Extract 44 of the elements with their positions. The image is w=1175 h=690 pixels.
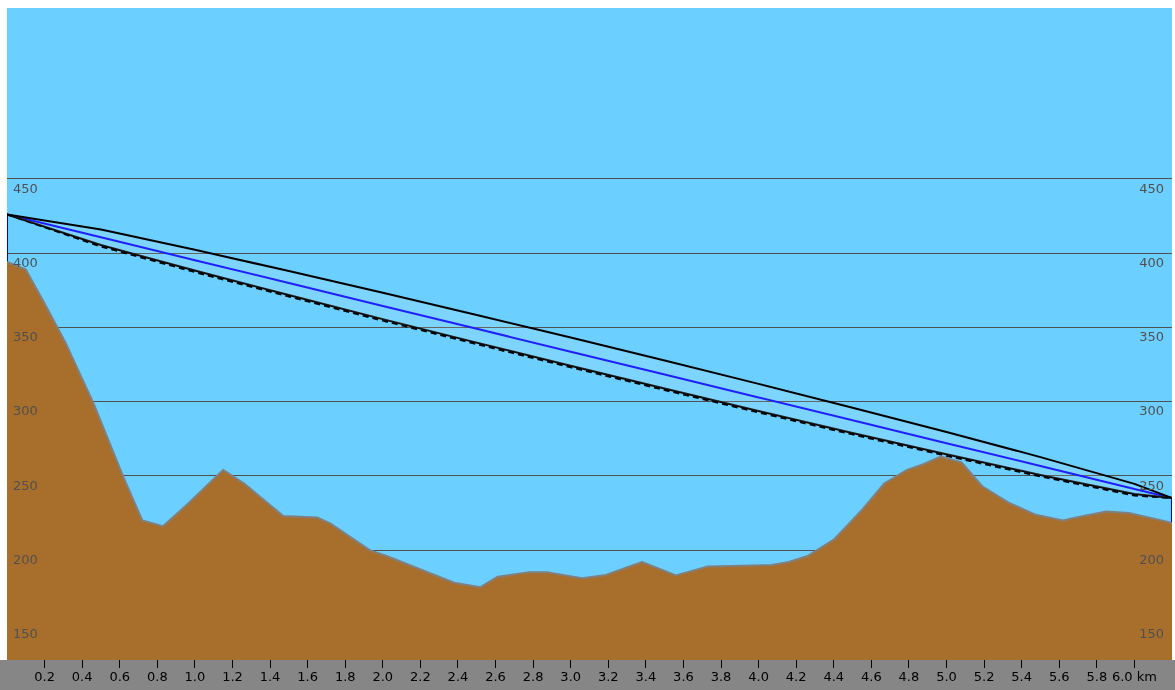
x-tick-label: 1.0: [184, 669, 206, 685]
x-tick-label: 2.4: [447, 669, 469, 685]
y-tick-label: 350: [13, 329, 38, 345]
x-tick-label: 5.2: [973, 669, 995, 685]
x-tick-label: 3.2: [597, 669, 619, 685]
x-tick-label: 4.4: [823, 669, 845, 685]
x-tick-label: 5.0: [936, 669, 957, 685]
x-tick-label: 2.8: [522, 669, 544, 685]
y-tick-label: 450: [13, 180, 38, 196]
y-tick-label: 150: [13, 626, 38, 642]
x-tick-label: 1.8: [334, 669, 356, 685]
x-tick-label: 2.2: [410, 669, 431, 685]
y2-tick-label: 250: [1139, 477, 1164, 493]
x-tick-label: 2.6: [485, 669, 506, 685]
y-tick-label: 300: [13, 403, 38, 419]
y2-tick-label: 400: [1139, 254, 1164, 270]
y2-tick-label: 200: [1139, 551, 1164, 567]
x-tick-label: 3.0: [560, 669, 582, 685]
x-tick-label: 4.6: [861, 669, 882, 685]
x-tick-label: 3.8: [710, 669, 732, 685]
x-tick-label: 4.8: [898, 669, 920, 685]
y-tick-label: 400: [13, 254, 38, 270]
x-tick-label: 5.6: [1048, 669, 1070, 685]
x-tick-label: 1.2: [222, 669, 243, 685]
x-tick-label: 5.4: [1011, 669, 1033, 685]
y2-tick-label: 150: [1139, 626, 1164, 642]
y2-tick-label: 450: [1139, 180, 1164, 196]
x-tick-label: 1.6: [297, 669, 318, 685]
x-tick-label: 0.4: [71, 669, 93, 685]
x-tick-label: 5.8: [1086, 669, 1108, 685]
x-tick-label: 3.6: [673, 669, 694, 685]
x-tick-label: 4.2: [785, 669, 807, 685]
y-tick-label: 250: [13, 477, 38, 493]
x-tick-label: 0.8: [146, 669, 168, 685]
x-tick-label: 1.4: [259, 669, 281, 685]
y2-tick-label: 300: [1139, 403, 1164, 419]
x-tick-label: 2.0: [372, 669, 394, 685]
x-tick-label: 4.0: [748, 669, 769, 685]
x-tick-label: 6.0 km: [1111, 669, 1157, 685]
x-tick-label: 0.6: [109, 669, 131, 685]
x-tick-label: 3.4: [635, 669, 657, 685]
x-tick-label: 0.2: [34, 669, 55, 685]
y-tick-label: 200: [13, 551, 38, 567]
y2-tick-label: 350: [1139, 329, 1164, 345]
